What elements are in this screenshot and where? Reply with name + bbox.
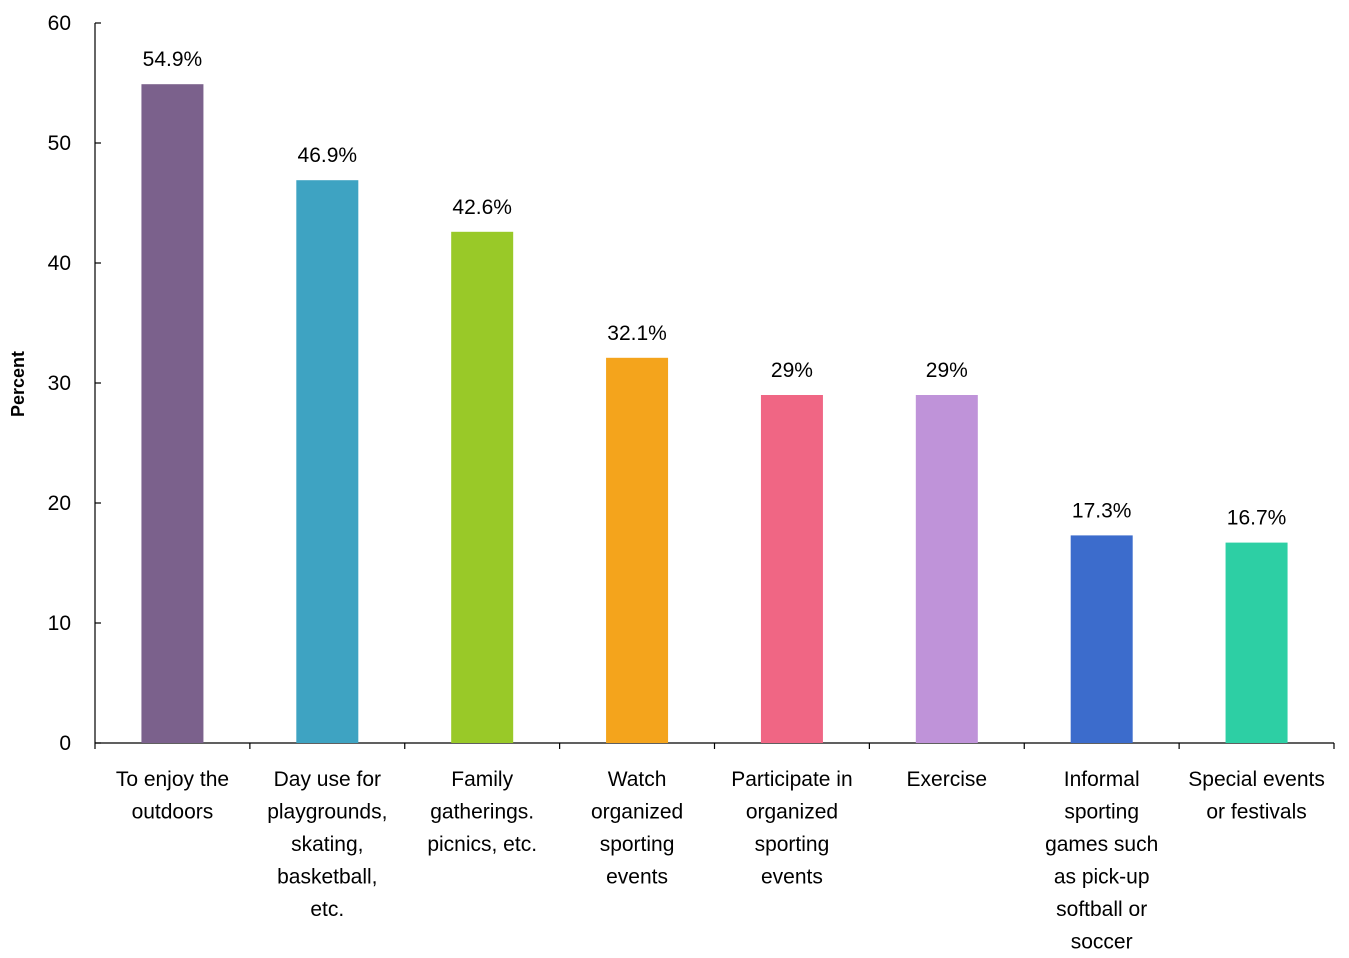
bar [760,395,823,743]
x-category-label-line: Participate in [731,768,852,791]
bar [141,84,204,743]
x-category-label-line: Informal [1064,768,1140,791]
bar [296,180,359,743]
x-category-label: Family gatherings. picnics, etc. [427,768,537,856]
bar [915,395,978,743]
x-category-label-line: organized [746,801,838,824]
bars [141,84,1288,744]
bar-value-label: 17.3% [1072,499,1132,522]
y-tick-label: 10 [48,612,71,635]
x-category-label: Day use for playgrounds, skating, basketbal… [267,768,387,921]
x-category-label: To enjoy the outdoors [116,768,229,824]
y-axis-title: Percent [8,351,28,417]
bar [1070,535,1133,743]
x-category-label-line: To enjoy the [116,768,229,791]
bar-value-label: 46.9% [298,144,358,167]
x-category-label-line: playgrounds, [267,801,387,824]
x-category-label-line: skating, [291,833,363,856]
y-tick-label: 0 [59,732,71,755]
x-category-label-line: games such [1045,833,1158,856]
y-tick-label: 50 [48,132,71,155]
bar-value-label: 29% [771,359,813,382]
x-category-label: Informal sporting games such as pick-up soft… [1045,768,1158,954]
x-category-label: Special events or festivals [1188,768,1325,824]
bar [606,357,669,743]
y-tick-label: 40 [48,252,71,275]
bar [1225,542,1288,743]
bar-value-label: 42.6% [452,196,512,219]
x-category-label-line: picnics, etc. [427,833,537,856]
x-category-label-line: or festivals [1206,801,1306,824]
bar-value-label: 29% [926,359,968,382]
x-category-label-line: as pick-up [1054,866,1150,889]
x-category-label-line: basketball, [277,866,377,889]
x-category-label-line: events [606,866,668,889]
x-category-label-line: Watch [608,768,667,791]
x-category-label-line: sporting [755,833,830,856]
x-category-label-line: softball or [1056,898,1147,921]
y-tick-label: 20 [48,492,71,515]
x-category-label-line: Special events [1188,768,1325,791]
x-category-label-line: events [761,866,823,889]
x-category-label-line: gatherings. [430,801,534,824]
y-tick-label: 60 [48,12,71,35]
y-tick-label: 30 [48,372,71,395]
x-category-label: Watch organized sporting events [591,768,683,889]
bar-value-label: 32.1% [607,322,667,345]
bar [451,231,514,744]
bar-value-label: 16.7% [1227,507,1287,530]
y-axis: 0 10 20 30 40 50 60 [48,12,101,755]
x-category-label-line: Exercise [907,768,988,791]
x-category-label: Exercise [907,768,988,791]
x-category-label-line: sporting [600,833,675,856]
value-labels: 54.9% 46.9% 42.6% 32.1% 29% 29% 17.3% 16.7% [143,48,1287,529]
x-category-label-line: outdoors [132,801,214,824]
x-category-label-line: etc. [310,898,344,921]
bar-value-label: 54.9% [143,48,203,71]
x-category-label-line: soccer [1071,931,1133,954]
x-category-label-line: organized [591,801,683,824]
category-labels: To enjoy the outdoors Day use for playgroun… [116,768,1325,954]
x-category-label-line: sporting [1064,801,1139,824]
x-category-label: Participate in organized sporting events [731,768,852,889]
x-axis [94,742,1335,749]
x-category-label-line: Day use for [274,768,381,791]
x-category-label-line: Family [451,768,513,791]
